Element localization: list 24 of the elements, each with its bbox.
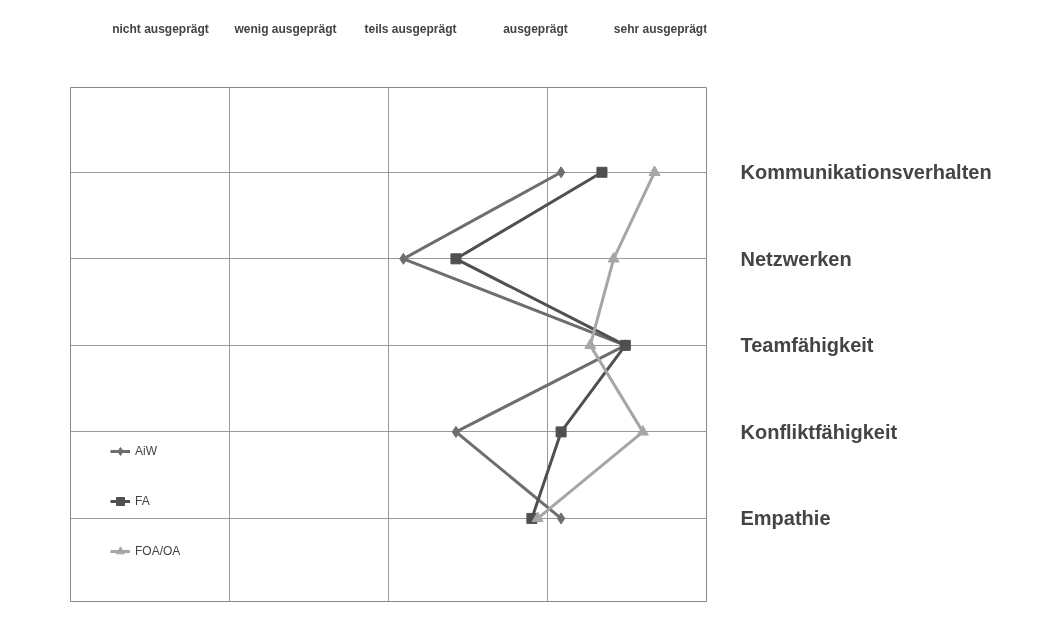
text: nicht ausgeprägt xyxy=(112,21,209,36)
point xyxy=(584,338,597,350)
point xyxy=(556,166,566,179)
point xyxy=(556,512,566,525)
point xyxy=(607,251,620,263)
point xyxy=(596,166,608,178)
legend-label: FA xyxy=(135,494,151,508)
point xyxy=(555,426,567,438)
y-tick-label: Konfliktfähigkeit xyxy=(740,420,898,443)
y-tick-label: Teamfähigkeit xyxy=(740,334,874,357)
y-tick-label: Netzwerken xyxy=(740,247,852,270)
point xyxy=(450,253,462,265)
point xyxy=(636,425,649,436)
point xyxy=(648,165,661,176)
text: teils ausgeprägt xyxy=(364,21,457,36)
legend-label: AiW xyxy=(135,444,157,458)
point xyxy=(451,425,461,438)
text: sehr ausgeprägt xyxy=(613,21,708,36)
y-tick-label: Empathie xyxy=(740,507,831,530)
text: wenig ausgeprägt xyxy=(233,21,337,36)
legend-label: FOA/OA xyxy=(135,544,181,558)
y-tick-label: Kommunikationsverhalten xyxy=(740,161,992,184)
text: ausgeprägt xyxy=(503,21,568,36)
point xyxy=(531,511,544,523)
